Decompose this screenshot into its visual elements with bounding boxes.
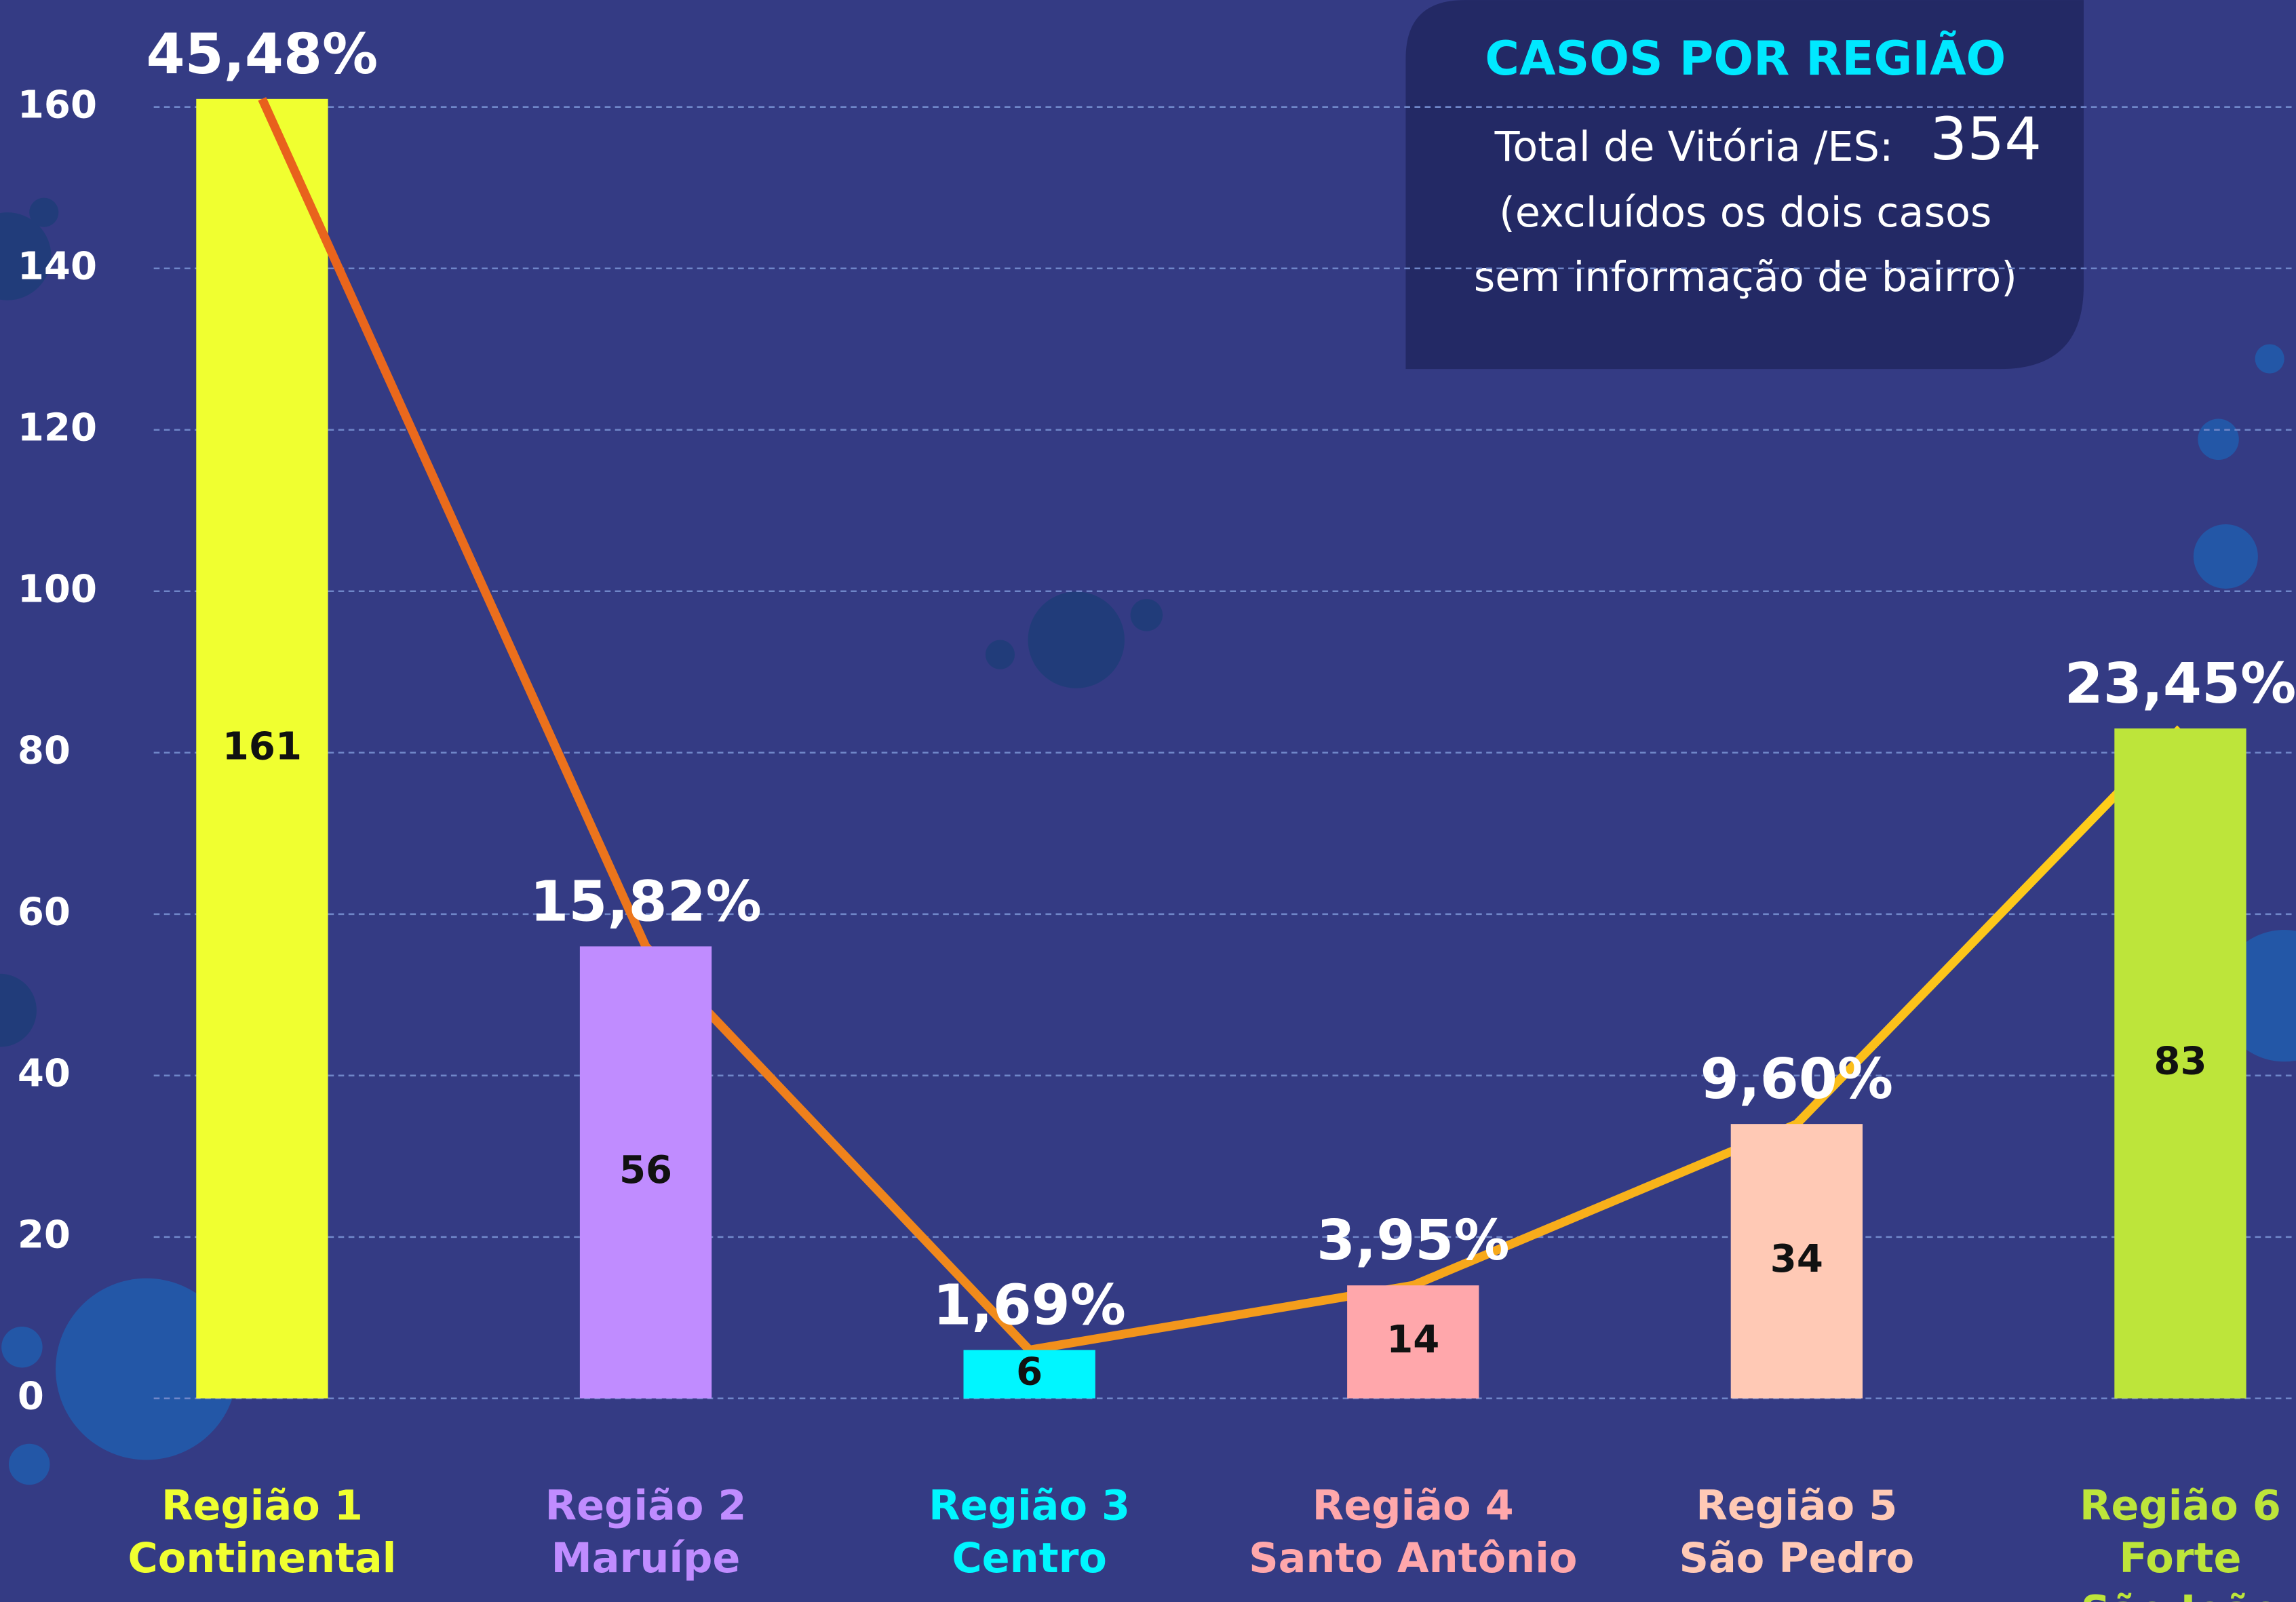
y-tick-label: 0 xyxy=(18,1374,44,1418)
share-label: 1,69% xyxy=(933,1273,1126,1337)
value-label: 34 xyxy=(1770,1237,1823,1281)
y-tick-label: 20 xyxy=(18,1213,71,1257)
trend-line xyxy=(258,97,2184,1354)
x-tick-label: Região 6 xyxy=(2080,1482,2281,1529)
y-tick-label: 140 xyxy=(18,244,97,288)
x-tick-label: Continental xyxy=(128,1535,396,1582)
share-label: 3,95% xyxy=(1317,1209,1510,1273)
y-tick-label: 80 xyxy=(18,728,71,773)
share-label: 45,48% xyxy=(147,22,378,87)
plot: 0 20 40 60 80 100 120 140 160 161 45,48% Região 1 Co… xyxy=(18,22,2296,1602)
bar xyxy=(1347,1285,1479,1399)
value-label: 83 xyxy=(2154,1040,2206,1084)
x-tick-label: Santo Antônio xyxy=(1249,1535,1577,1582)
info-box xyxy=(1405,0,2084,370)
value-label: 6 xyxy=(1016,1350,1043,1394)
y-tick-label: 160 xyxy=(18,83,97,127)
info-note: sem informação de bairro) xyxy=(1474,254,2017,301)
bar xyxy=(1730,1124,1863,1399)
decoration xyxy=(0,197,2296,1485)
bar xyxy=(2114,728,2246,1399)
x-tick-label: São Pedro xyxy=(1679,1535,1914,1582)
info-title: CASOS POR REGIÃO xyxy=(1485,31,2006,86)
bar xyxy=(196,98,328,1399)
y-tick-label: 60 xyxy=(18,890,71,934)
bar xyxy=(579,946,712,1399)
share-label: 23,45% xyxy=(2065,652,2296,716)
share-label: 9,60% xyxy=(1700,1047,1894,1112)
x-tick-label: Região 2 xyxy=(545,1482,747,1529)
info-note: (excluídos os dois casos xyxy=(1499,189,1991,237)
x-tick-label: Região 3 xyxy=(929,1482,1130,1529)
value-label: 161 xyxy=(222,724,302,768)
y-tick-label: 120 xyxy=(18,406,97,450)
info-total-label: Total de Vitória /ES: xyxy=(1494,123,1894,171)
bar xyxy=(963,1350,1095,1399)
y-tick-label: 40 xyxy=(18,1051,71,1095)
share-label: 15,82% xyxy=(530,870,762,934)
x-tick-label: Forte xyxy=(2119,1535,2241,1582)
value-label: 56 xyxy=(619,1148,672,1192)
info-total: 354 xyxy=(1930,106,2042,174)
y-tick-label: 100 xyxy=(18,567,97,611)
value-label: 14 xyxy=(1386,1318,1439,1362)
x-tick-label: Maruípe xyxy=(551,1535,741,1582)
x-tick-label: Região 5 xyxy=(1696,1482,1897,1529)
x-tick-label: Região 1 xyxy=(161,1482,363,1529)
x-tick-label: Região 4 xyxy=(1312,1482,1514,1529)
x-tick-label: São João xyxy=(2081,1588,2280,1602)
x-tick-label: Centro xyxy=(952,1535,1107,1582)
